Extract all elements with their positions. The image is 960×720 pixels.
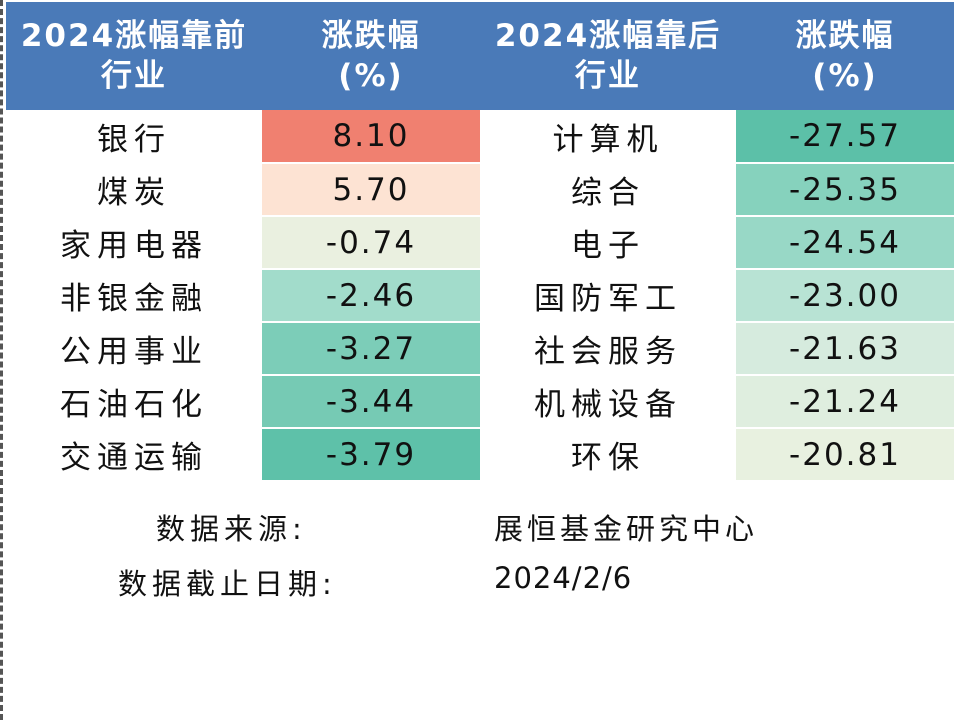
top-change-cell: -0.74 (262, 216, 480, 270)
table-row: 煤炭 5.70 综合 -25.35 (6, 163, 954, 217)
top-industry-cell: 家用电器 (6, 216, 262, 270)
top-industry-cell: 交通运输 (6, 428, 262, 482)
table-row: 家用电器 -0.74 电子 -24.54 (6, 216, 954, 270)
header-top-change: 涨跌幅 (%) (262, 2, 480, 110)
header-bottom-industry-line1: 2024涨幅靠后 (494, 18, 722, 54)
header-top-industry: 2024涨幅靠前 行业 (6, 2, 262, 110)
bottom-change-cell: -21.24 (736, 375, 954, 429)
bottom-industry-cell: 机械设备 (480, 375, 736, 429)
header-bottom-change-line1: 涨跌幅 (795, 18, 895, 54)
footer-notes: 数据来源: 展恒基金研究中心 数据截止日期: 2024/2/6 (6, 500, 954, 610)
bottom-industry-cell: 电子 (480, 216, 736, 270)
bottom-industry-cell: 社会服务 (480, 322, 736, 376)
bottom-industry-cell: 国防军工 (480, 269, 736, 323)
source-label: 数据来源: (156, 512, 307, 546)
top-industry-cell: 公用事业 (6, 322, 262, 376)
table-row: 交通运输 -3.79 环保 -20.81 (6, 428, 954, 482)
table-body: 银行 8.10 计算机 -27.57 煤炭 5.70 综合 -25.35 家用电器 -0.74 电子… (6, 110, 954, 482)
top-industry-cell: 银行 (6, 110, 262, 164)
table-row: 非银金融 -2.46 国防军工 -23.00 (6, 269, 954, 323)
header-top-industry-line2: 行业 (101, 58, 167, 94)
top-industry-cell: 非银金融 (6, 269, 262, 323)
left-dashed-border (0, 0, 3, 720)
top-change-cell: 8.10 (262, 110, 480, 164)
industry-performance-table-wrap: 2024涨幅靠前 行业 涨跌幅 (%) 2024涨幅靠后 行业 涨跌幅 (%) … (6, 2, 954, 482)
header-top-industry-line1: 2024涨幅靠前 (20, 18, 248, 54)
header-bottom-change-line2: (%) (812, 58, 878, 94)
header-row: 2024涨幅靠前 行业 涨跌幅 (%) 2024涨幅靠后 行业 涨跌幅 (%) (6, 2, 954, 110)
bottom-change-cell: -27.57 (736, 110, 954, 164)
bottom-change-cell: -23.00 (736, 269, 954, 323)
bottom-industry-cell: 环保 (480, 428, 736, 482)
top-industry-cell: 煤炭 (6, 163, 262, 217)
bottom-change-cell: -21.63 (736, 322, 954, 376)
bottom-industry-cell: 计算机 (480, 110, 736, 164)
date-row: 数据截止日期: 2024/2/6 (6, 555, 954, 610)
date-value: 2024/2/6 (494, 561, 633, 595)
bottom-industry-cell: 综合 (480, 163, 736, 217)
table-row: 石油石化 -3.44 机械设备 -21.24 (6, 375, 954, 429)
header-bottom-industry-line2: 行业 (575, 58, 641, 94)
top-industry-cell: 石油石化 (6, 375, 262, 429)
top-change-cell: -3.79 (262, 428, 480, 482)
top-change-cell: -3.27 (262, 322, 480, 376)
header-top-change-line2: (%) (338, 58, 404, 94)
table-row: 公用事业 -3.27 社会服务 -21.63 (6, 322, 954, 376)
bottom-change-cell: -24.54 (736, 216, 954, 270)
top-change-cell: -2.46 (262, 269, 480, 323)
top-change-cell: 5.70 (262, 163, 480, 217)
source-row: 数据来源: 展恒基金研究中心 (6, 500, 954, 555)
industry-performance-table: 2024涨幅靠前 行业 涨跌幅 (%) 2024涨幅靠后 行业 涨跌幅 (%) … (6, 2, 954, 482)
top-change-cell: -3.44 (262, 375, 480, 429)
bottom-change-cell: -20.81 (736, 428, 954, 482)
source-value: 展恒基金研究中心 (494, 512, 759, 546)
header-bottom-industry: 2024涨幅靠后 行业 (480, 2, 736, 110)
bottom-change-cell: -25.35 (736, 163, 954, 217)
header-bottom-change: 涨跌幅 (%) (736, 2, 954, 110)
date-label: 数据截止日期: (118, 567, 337, 601)
header-top-change-line1: 涨跌幅 (321, 18, 421, 54)
table-row: 银行 8.10 计算机 -27.57 (6, 110, 954, 164)
